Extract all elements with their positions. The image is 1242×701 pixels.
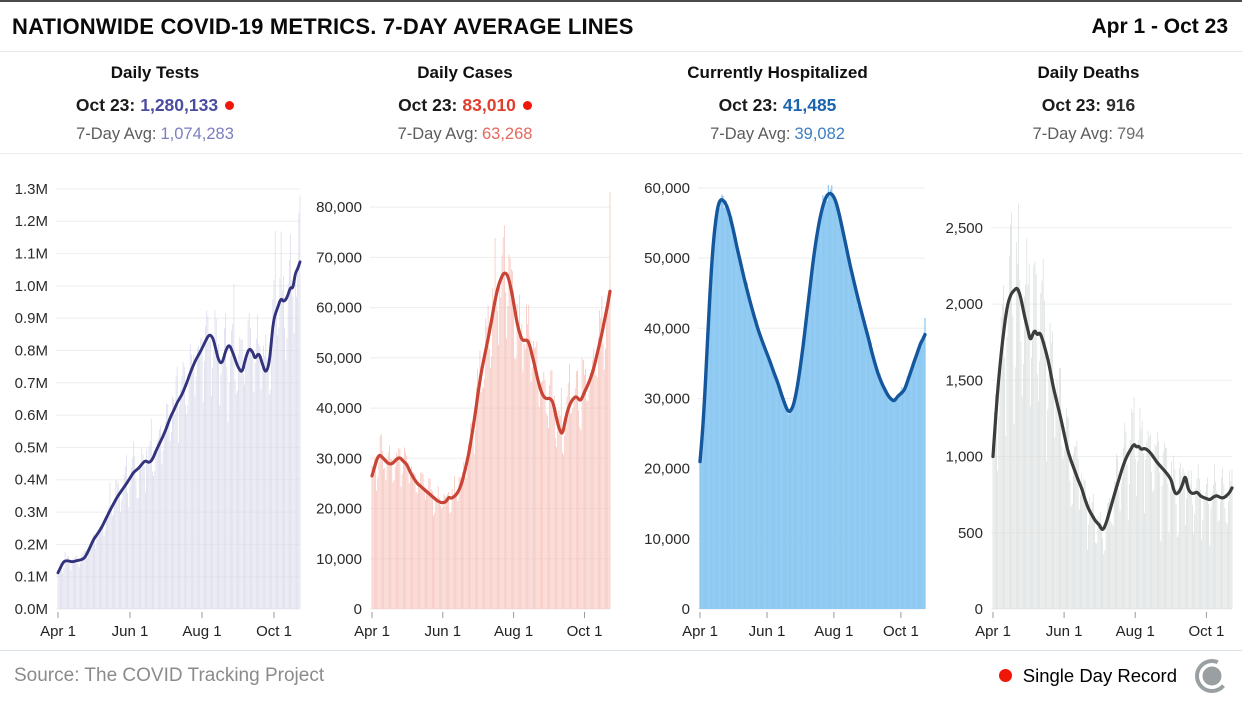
svg-text:500: 500 [958, 525, 983, 542]
svg-text:1,500: 1,500 [945, 372, 983, 389]
svg-text:0.5M: 0.5M [15, 439, 48, 456]
stat-avg-value: 794 [1116, 125, 1145, 143]
stat-value: 916 [1106, 95, 1136, 115]
svg-text:Oct 1: Oct 1 [256, 623, 292, 640]
svg-text:Oct 1: Oct 1 [1188, 623, 1224, 640]
stat-value: 1,280,133 [140, 95, 219, 115]
svg-text:1.1M: 1.1M [15, 246, 48, 263]
svg-text:0.3M: 0.3M [15, 504, 48, 521]
svg-text:20,000: 20,000 [316, 501, 362, 518]
svg-text:0.8M: 0.8M [15, 343, 48, 360]
charts-row: 0.0M 0.1M 0.2M 0.3M 0.4M 0.5M 0.6M 0.7M 0.8M 0.9M… [0, 154, 1242, 650]
legend: Single Day Record [998, 658, 1230, 694]
daily-tests-plot: 0.0M 0.1M 0.2M 0.3M 0.4M 0.5M 0.6M 0.7M 0.8M 0.9M… [15, 181, 302, 640]
daily-cases-chart: 0 10,000 20,000 30,000 40,000 50,000 60,000 70,… [310, 156, 620, 650]
svg-text:0: 0 [975, 601, 983, 618]
svg-text:Apr 1: Apr 1 [40, 623, 76, 640]
svg-text:2,000: 2,000 [945, 296, 983, 313]
stat-title: Daily Cases [417, 63, 513, 82]
svg-text:10,000: 10,000 [316, 551, 362, 568]
stat-title: Currently Hospitalized [687, 63, 868, 82]
stat-daily-tests: Daily Tests Oct 23: 1,280,133 7-Day Avg: 1… [0, 60, 310, 153]
stat-avg-label: 7-Day Avg: [710, 125, 791, 143]
daily-tests-chart: 0.0M 0.1M 0.2M 0.3M 0.4M 0.5M 0.6M 0.7M 0.8M 0.9M… [0, 156, 310, 650]
stats-row: Daily Tests Oct 23: 1,280,133 7-Day Avg: 1… [0, 52, 1242, 154]
svg-text:0: 0 [354, 601, 362, 618]
svg-text:1.2M: 1.2M [15, 213, 48, 230]
stat-date-label: Oct 23: [1041, 95, 1102, 115]
stat-title: Daily Tests [110, 63, 200, 82]
stat-avg-value: 1,074,283 [160, 125, 234, 143]
header: NATIONWIDE COVID-19 METRICS. 7-DAY AVERA… [0, 2, 1242, 52]
svg-text:Oct 1: Oct 1 [567, 623, 603, 640]
date-range-label: Apr 1 - Oct 23 [1091, 14, 1228, 38]
stat-date-label: Oct 23: [718, 95, 778, 115]
svg-text:0.1M: 0.1M [15, 569, 48, 586]
svg-text:60,000: 60,000 [644, 180, 690, 197]
daily-cases-plot: 0 10,000 20,000 30,000 40,000 50,000 60,000 70,… [316, 192, 612, 640]
svg-text:0: 0 [682, 601, 690, 618]
record-dot-icon [225, 100, 235, 110]
footer: Source: The COVID Tracking Project Singl… [0, 650, 1242, 700]
stat-avg-value: 63,268 [481, 125, 533, 143]
svg-text:1,000: 1,000 [945, 449, 983, 466]
svg-text:Apr 1: Apr 1 [975, 623, 1011, 640]
svg-text:Oct 1: Oct 1 [883, 623, 919, 640]
svg-text:30,000: 30,000 [316, 450, 362, 467]
svg-text:Aug 1: Aug 1 [182, 623, 221, 640]
svg-text:30,000: 30,000 [644, 391, 690, 408]
svg-text:70,000: 70,000 [316, 249, 362, 266]
stat-avg-label: 7-Day Avg: [76, 125, 157, 143]
stat-value: 41,485 [782, 95, 837, 115]
page-title: NATIONWIDE COVID-19 METRICS. 7-DAY AVERA… [12, 13, 634, 39]
svg-text:40,000: 40,000 [644, 320, 690, 337]
svg-text:Aug 1: Aug 1 [814, 623, 853, 640]
single-day-record-dot-icon [998, 669, 1012, 682]
svg-text:1.0M: 1.0M [15, 278, 48, 295]
stat-avg-label: 7-Day Avg: [397, 125, 478, 143]
svg-text:Aug 1: Aug 1 [494, 623, 533, 640]
svg-text:60,000: 60,000 [316, 300, 362, 317]
record-dot-icon [522, 100, 532, 110]
stat-avg-value: 39,082 [794, 125, 845, 143]
svg-text:Jun 1: Jun 1 [749, 623, 786, 640]
stat-daily-deaths: Daily Deaths Oct 23: 916 7-Day Avg: 794 [935, 60, 1242, 153]
currently-hospitalized-plot: 0 10,000 20,000 30,000 40,000 50,000 60,000 Apr… [644, 180, 927, 640]
source-credit: Source: The COVID Tracking Project [14, 664, 325, 686]
svg-text:80,000: 80,000 [316, 199, 362, 216]
daily-deaths-chart: 0 500 1,000 1,500 2,000 2,500 Apr 1 Jun 1 Aug 1 O… [935, 156, 1242, 650]
covid-tracking-project-logo-icon [1194, 658, 1230, 694]
stat-date-label: Oct 23: [75, 95, 136, 115]
stat-daily-cases: Daily Cases Oct 23: 83,010 7-Day Avg: 63,2… [310, 60, 620, 153]
stat-value: 83,010 [462, 95, 516, 115]
stat-date-label: Oct 23: [398, 95, 458, 115]
svg-text:0.0M: 0.0M [15, 601, 48, 618]
svg-text:20,000: 20,000 [644, 461, 690, 478]
svg-text:50,000: 50,000 [316, 350, 362, 367]
svg-text:Jun 1: Jun 1 [424, 623, 461, 640]
svg-text:Apr 1: Apr 1 [354, 623, 390, 640]
stat-avg-label: 7-Day Avg: [1032, 125, 1113, 143]
svg-text:50,000: 50,000 [644, 250, 690, 267]
svg-text:Jun 1: Jun 1 [1046, 623, 1083, 640]
daily-deaths-plot: 0 500 1,000 1,500 2,000 2,500 Apr 1 Jun 1 Aug 1 O… [945, 203, 1234, 640]
stat-title: Daily Deaths [1037, 63, 1140, 82]
svg-text:Apr 1: Apr 1 [682, 623, 718, 640]
svg-text:1.3M: 1.3M [15, 181, 48, 198]
legend-label: Single Day Record [1022, 664, 1177, 686]
svg-text:10,000: 10,000 [644, 531, 690, 548]
svg-text:0.6M: 0.6M [15, 407, 48, 424]
currently-hospitalized-chart: 0 10,000 20,000 30,000 40,000 50,000 60,000 Apr… [620, 156, 935, 650]
svg-text:0.4M: 0.4M [15, 472, 48, 489]
svg-text:2,500: 2,500 [945, 220, 983, 237]
svg-text:Jun 1: Jun 1 [112, 623, 149, 640]
svg-text:40,000: 40,000 [316, 400, 362, 417]
svg-text:0.9M: 0.9M [15, 310, 48, 327]
stat-currently-hospitalized: Currently Hospitalized Oct 23: 41,485 7-D… [620, 60, 935, 153]
svg-text:0.7M: 0.7M [15, 375, 48, 392]
svg-text:0.2M: 0.2M [15, 536, 48, 553]
svg-text:Aug 1: Aug 1 [1116, 623, 1155, 640]
